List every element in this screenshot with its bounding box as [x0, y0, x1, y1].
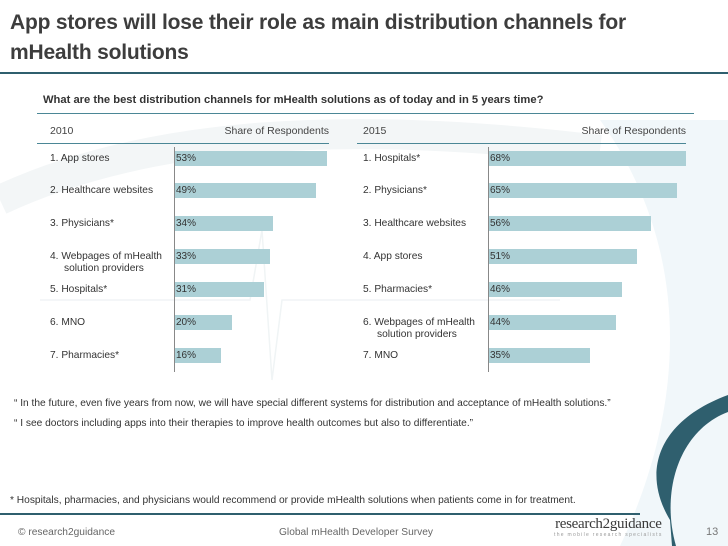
chart-2010-category-label: 2. Healthcare websites [50, 185, 154, 196]
chart-2015-category-label: 4. App stores [363, 251, 423, 262]
chart-2010-category-label: 1. App stores [50, 153, 110, 164]
chart-2010-category-label: 3. Physicians* [50, 218, 114, 229]
chart-2015-value-label: 35% [490, 350, 511, 361]
footer-divider [0, 513, 640, 515]
question-divider [37, 113, 694, 114]
chart-2010-header-rule [37, 143, 329, 144]
chart-2010-category-label: 6. MNO [50, 317, 86, 328]
chart-2010-value-label: 34% [176, 218, 197, 229]
footnote: * Hospitals, pharmacies, and physicians … [10, 495, 576, 506]
chart-2015-category-label: 7. MNO [363, 350, 399, 361]
chart-2015-category-label: 2. Physicians* [363, 185, 427, 196]
chart-2015-value-label: 44% [490, 317, 511, 328]
chart-2010-value-label: 49% [176, 185, 197, 196]
chart-2010-value-label: 16% [176, 350, 197, 361]
chart-2010-bar [175, 151, 327, 166]
chart-2010-value-label: 53% [176, 153, 197, 164]
chart-2015-category-label: 6. Webpages of mHealth [363, 317, 475, 328]
chart-2015-category-label: 3. Healthcare websites [363, 218, 467, 229]
slide-title: App stores will lose their role as main … [10, 11, 626, 64]
chart-2010-value-label: 20% [176, 317, 197, 328]
chart-2010-value-label: 31% [176, 284, 197, 295]
chart-2015-bar [489, 183, 678, 198]
chart-2015-category-label: solution providers [377, 329, 457, 340]
footer-copyright: © research2guidance [18, 527, 115, 538]
chart-2010-bar [175, 249, 270, 264]
chart-2010-bar [175, 315, 233, 330]
title-divider [0, 72, 728, 74]
chart-2010-xlabel: Share of Respondents [224, 125, 330, 137]
chart-2015-value-label: 65% [490, 185, 511, 196]
chart-2010-bar [175, 282, 264, 297]
chart-2010-value-label: 33% [176, 251, 197, 262]
chart-2010-axis [174, 147, 175, 372]
chart-2015-value-label: 51% [490, 251, 511, 262]
question-text: What are the best distribution channels … [43, 94, 544, 106]
chart-2015-bar [489, 282, 623, 297]
chart-2015-title: 2015 [363, 125, 387, 137]
page-number: 13 [706, 526, 719, 538]
chart-2015-value-label: 46% [490, 284, 511, 295]
quote-1: “ In the future, even five years from no… [14, 398, 611, 409]
company-logo: research2guidance the mobile research sp… [554, 516, 663, 539]
footer-survey-name: Global mHealth Developer Survey [279, 527, 434, 538]
logo-wordmark: research2guidance [555, 516, 662, 532]
chart-2010-title: 2010 [50, 125, 74, 137]
quote-2: “ I see doctors including apps into thei… [14, 418, 474, 429]
chart-2015-value-label: 56% [490, 218, 511, 229]
chart-2015-bar [489, 216, 652, 231]
logo-tagline: the mobile research specialists [554, 532, 663, 538]
chart-2015-value-label: 68% [490, 153, 511, 164]
chart-2015-bar [489, 249, 637, 264]
chart-2015-bar [489, 315, 617, 330]
chart-2010-bar [175, 348, 221, 363]
chart-2015-header-rule [357, 143, 686, 144]
chart-2015-category-label: 1. Hospitals* [363, 153, 421, 164]
chart-2010-category-label: 4. Webpages of mHealth [50, 251, 162, 262]
chart-2010-bar [175, 183, 316, 198]
chart-2010-bar [175, 216, 273, 231]
chart-2015-bar [489, 151, 686, 166]
chart-2015-bar [489, 348, 591, 363]
chart-2015-xlabel: Share of Respondents [581, 125, 687, 137]
chart-2015-category-label: 5. Pharmacies* [363, 284, 433, 295]
chart-2015-axis [488, 147, 489, 372]
chart-2010-category-label: 5. Hospitals* [50, 284, 108, 295]
chart-2010-category-label: solution providers [64, 263, 144, 274]
chart-2010-category-label: 7. Pharmacies* [50, 350, 120, 361]
